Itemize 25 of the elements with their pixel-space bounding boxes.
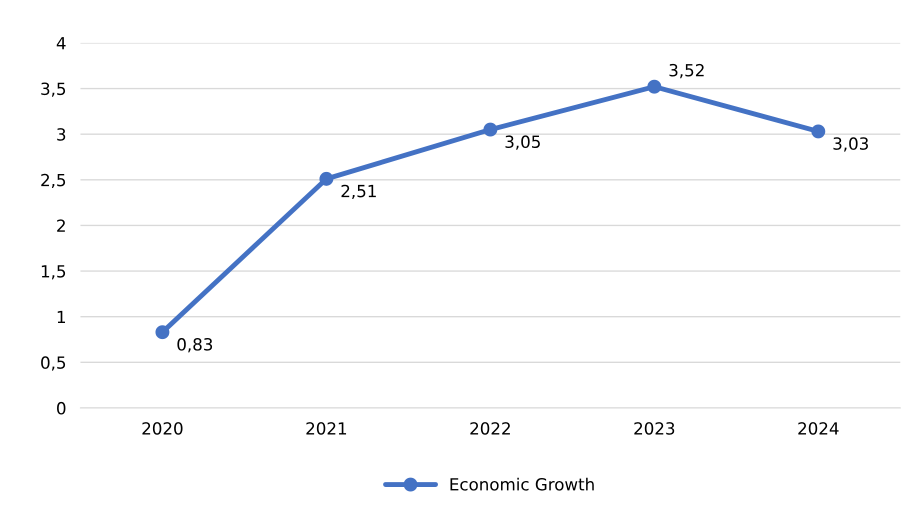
legend-label: Economic Growth: [450, 478, 594, 491]
y-tick-label: 3: [57, 128, 66, 141]
point: [811, 124, 826, 138]
x-tick-label: 2023: [634, 422, 674, 435]
y-tick-label: 0,5: [41, 356, 66, 371]
data-label: 2,51: [342, 184, 376, 200]
x-tick-label: 2020: [142, 422, 183, 435]
data-label: 3,03: [833, 137, 868, 152]
y-tick-label: 2: [57, 219, 65, 232]
y-tick-label: 3,5: [41, 82, 66, 97]
y-tick-label: 1: [58, 310, 66, 324]
data-label: 3,52: [669, 64, 704, 78]
x-tick-label: 2024: [798, 422, 839, 435]
y-tick-label: 0: [57, 402, 66, 415]
point: [155, 325, 170, 340]
y-tick-label: 2,5: [41, 174, 66, 188]
x-tick-label: 2022: [470, 422, 510, 435]
y-tick-label: 1,5: [42, 265, 66, 280]
point: [319, 172, 334, 186]
data-label: 3,05: [506, 135, 540, 150]
point: [647, 80, 662, 94]
data-label: 0,83: [177, 338, 212, 352]
y-tick-label: 4: [56, 37, 66, 50]
x-tick-label: 2021: [306, 422, 346, 435]
point: [483, 122, 498, 137]
